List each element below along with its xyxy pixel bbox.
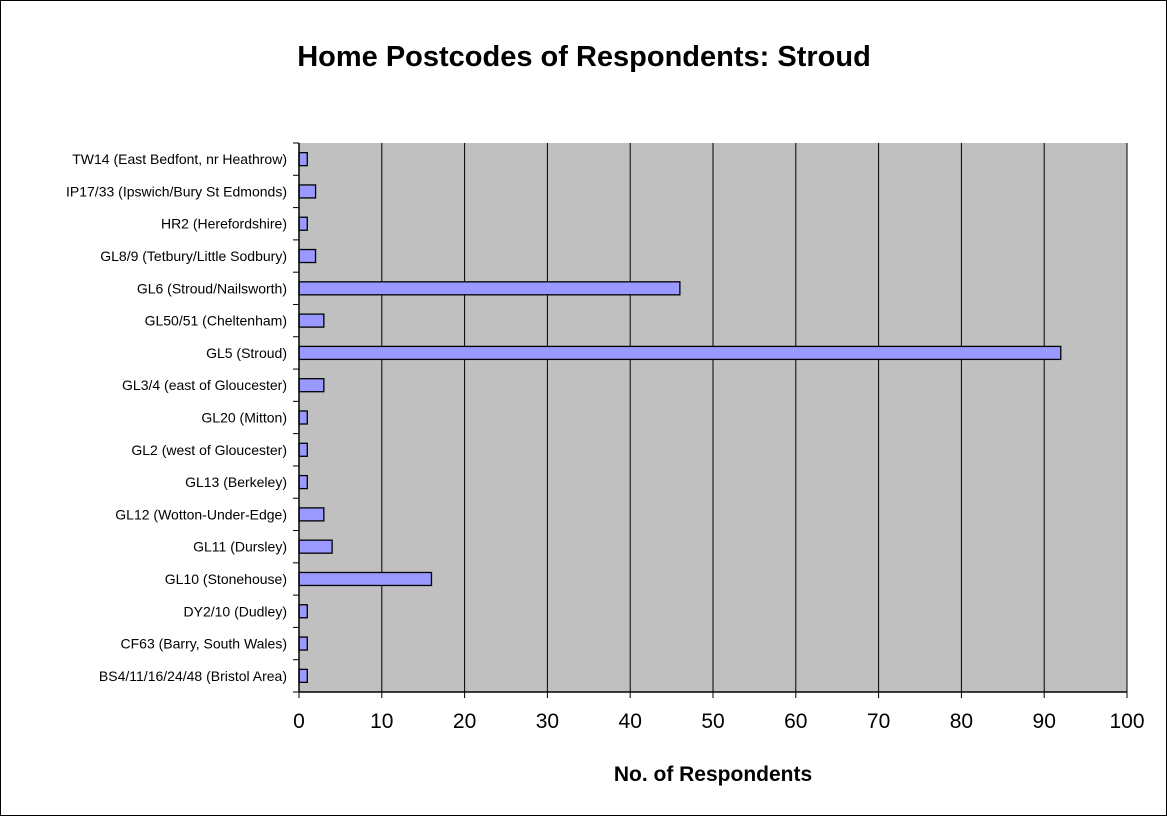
- bar: [298, 184, 317, 199]
- bar: [298, 313, 325, 328]
- x-tick-label: 0: [293, 710, 305, 733]
- axes: [293, 142, 1128, 698]
- x-tick-label: 30: [536, 710, 559, 733]
- bar: [298, 668, 308, 684]
- category-label: TW14 (East Bedfont, nr Heathrow): [72, 151, 287, 167]
- bar: [298, 604, 308, 619]
- category-label: HR2 (Herefordshire): [161, 216, 287, 232]
- category-labels: TW14 (East Bedfont, nr Heathrow) IP17/33 …: [66, 151, 287, 684]
- x-tick-label: 100: [1109, 710, 1144, 733]
- bar: [298, 507, 325, 522]
- bars: [298, 151, 1062, 684]
- category-label: GL3/4 (east of Gloucester): [122, 377, 287, 393]
- x-tick-label: 10: [370, 710, 393, 733]
- bar: [298, 636, 308, 651]
- bar: [298, 248, 317, 264]
- bar: [298, 216, 308, 231]
- category-label: GL6 (Stroud/Nailsworth): [137, 280, 287, 296]
- x-tick-label: 20: [453, 710, 476, 733]
- category-label: GL8/9 (Tetbury/Little Sodbury): [100, 248, 287, 264]
- bar: [298, 571, 433, 587]
- bar: [298, 378, 325, 393]
- x-tick-labels: 0 10 20 30 40 50 60 70 80 90 100: [293, 710, 1144, 733]
- category-label: BS4/11/16/24/48 (Bristol Area): [99, 668, 287, 684]
- bar: [298, 345, 1062, 361]
- category-label: GL5 (Stroud): [206, 345, 287, 361]
- x-tick-label: 70: [867, 710, 890, 733]
- bar: [298, 151, 308, 167]
- gridlines: [381, 143, 1128, 692]
- x-axis-label: No. of Respondents: [614, 763, 812, 786]
- x-tick-label: 90: [1033, 710, 1056, 733]
- bar: [298, 474, 308, 490]
- bar: [298, 410, 308, 425]
- category-label: GL20 (Mitton): [201, 410, 287, 426]
- category-label: GL12 (Wotton-Under-Edge): [115, 506, 287, 522]
- category-label: GL11 (Dursley): [193, 539, 287, 555]
- category-label: DY2/10 (Dudley): [184, 603, 288, 619]
- category-label: IP17/33 (Ipswich/Bury St Edmonds): [66, 183, 287, 199]
- bar: [298, 442, 308, 457]
- chart-title: Home Postcodes of Respondents: Stroud: [297, 41, 871, 73]
- category-label: GL13 (Berkeley): [185, 474, 287, 490]
- category-label: CF63 (Barry, South Wales): [121, 636, 288, 652]
- x-tick-label: 40: [619, 710, 642, 733]
- category-label: GL50/51 (Cheltenham): [145, 313, 287, 329]
- x-tick-label: 50: [701, 710, 724, 733]
- x-tick-label: 80: [950, 710, 973, 733]
- bar: [298, 539, 333, 554]
- category-label: GL2 (west of Gloucester): [131, 442, 287, 458]
- category-label: GL10 (Stonehouse): [165, 571, 287, 587]
- bar: [298, 281, 681, 296]
- x-tick-label: 60: [784, 710, 807, 733]
